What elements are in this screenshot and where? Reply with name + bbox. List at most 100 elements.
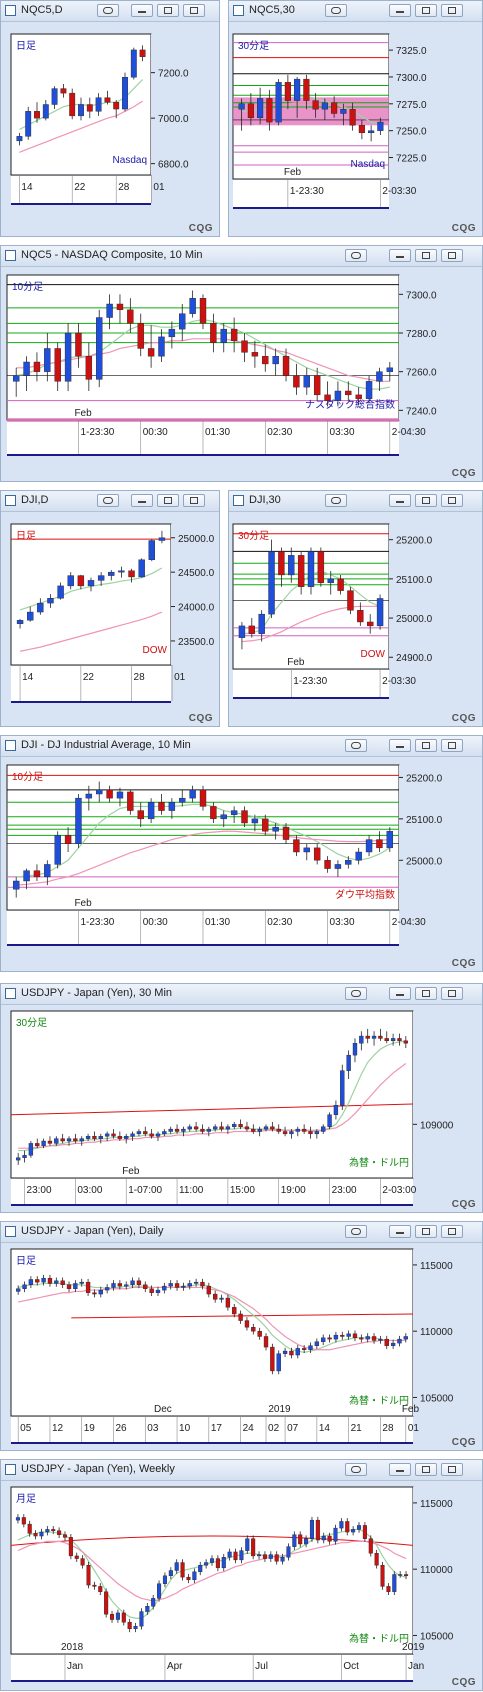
candle [113, 102, 120, 110]
candle [67, 575, 74, 587]
minimize-button[interactable] [131, 4, 153, 17]
candle [86, 1564, 91, 1586]
x-tick-label: 14 [21, 182, 33, 193]
chart-nqc5-daily[interactable]: 7200.0 7000.0 6800.0 14 22 28 01 日足 Nasdaq [1, 1, 221, 238]
candle [210, 323, 217, 343]
minimize-button[interactable] [131, 494, 153, 507]
link-button[interactable] [345, 987, 367, 1000]
candle [117, 1283, 123, 1287]
restore-button[interactable] [415, 249, 437, 262]
link-icon [351, 1228, 361, 1235]
title-bar[interactable]: USDJPY - Japan (Yen), Weekly [1, 1460, 482, 1481]
chart-dji-10[interactable]: 25200.0 25100.0 25000.0 1-23:30 00:30 01:30 02… [1, 736, 483, 973]
candle [66, 1284, 72, 1289]
minimize-button[interactable] [389, 1225, 411, 1238]
x-tick-label: 03:00 [77, 1185, 102, 1196]
chart-nqc5-10[interactable]: 7300.0 7280.0 7260.0 7240.0 1-23:30 00:30 01:3… [1, 246, 483, 483]
minimize-button[interactable] [389, 4, 411, 17]
x-tick-label: 11:00 [179, 1185, 204, 1196]
chart-usdjpy-daily[interactable]: 115000 110000 105000 05 12 19 26 03 10 17 24 02 07 14… [1, 1222, 483, 1452]
restore-button[interactable] [415, 4, 437, 17]
link-icon [331, 497, 341, 504]
close-button[interactable] [441, 1225, 463, 1238]
link-button[interactable] [325, 494, 347, 507]
candle [282, 355, 290, 376]
candle [312, 100, 319, 110]
candle [75, 332, 82, 357]
link-button[interactable] [345, 1463, 367, 1476]
minimize-icon [396, 256, 404, 258]
close-button[interactable] [183, 4, 205, 17]
x-tick-label: 1-23:30 [80, 917, 114, 928]
title-bar[interactable]: DJI,D [1, 491, 219, 512]
link-button[interactable] [97, 494, 119, 507]
candle [380, 1564, 385, 1587]
chart-dji-30[interactable]: 25200.0 25100.0 25000.0 24900.0 1-23:30 2-03:… [229, 491, 483, 728]
x-tick-label: 03:30 [330, 427, 355, 438]
candle [303, 375, 310, 388]
moving-average-line [19, 100, 143, 153]
title-bar[interactable]: USDJPY - Japan (Yen), 30 Min [1, 984, 482, 1005]
minimize-button[interactable] [389, 494, 411, 507]
restore-button[interactable] [415, 494, 437, 507]
chart-dji-daily[interactable]: 25000.0 24500.0 24000.0 23500.0 14 22 28 01 日足 DO… [1, 491, 221, 728]
candle [392, 1574, 397, 1592]
close-button[interactable] [441, 494, 463, 507]
title-bar[interactable]: NQC5,D [1, 1, 219, 22]
restore-button[interactable] [415, 739, 437, 752]
minimize-button[interactable] [389, 249, 411, 262]
close-button[interactable] [441, 987, 463, 1000]
close-button[interactable] [183, 494, 205, 507]
candle [77, 575, 85, 587]
chart-usdjpy-weekly[interactable]: 115000 110000 105000 Jan Apr Jul Oct Jan 2018 201… [1, 1460, 483, 1692]
link-button[interactable] [97, 4, 119, 17]
title-bar[interactable]: DJI,30 [229, 491, 482, 512]
candle [293, 375, 300, 388]
restore-button[interactable] [415, 1463, 437, 1476]
window-title: USDJPY - Japan (Yen), 30 Min [21, 987, 173, 999]
link-button[interactable] [325, 4, 347, 17]
candle [21, 1517, 26, 1525]
minimize-button[interactable] [389, 987, 411, 1000]
link-button[interactable] [345, 1225, 367, 1238]
title-bar[interactable]: NQC5,30 [229, 1, 482, 22]
candle [251, 1538, 256, 1557]
instrument-label: Nasdaq [113, 155, 147, 166]
minimize-button[interactable] [389, 1463, 411, 1476]
close-button[interactable] [441, 249, 463, 262]
candle [147, 802, 155, 820]
candle [204, 1562, 209, 1566]
restore-button[interactable] [157, 494, 179, 507]
minimize-button[interactable] [389, 739, 411, 752]
close-button[interactable] [441, 739, 463, 752]
moving-average-line [18, 1286, 406, 1351]
chart-usdjpy-30[interactable]: 109000 23:00 03:00 1-07:00 11:00 15:00 19:00 23… [1, 984, 483, 1214]
candle [111, 1283, 116, 1288]
candle [75, 797, 82, 844]
candle [136, 1131, 142, 1135]
x-tick-label: Apr [167, 1661, 183, 1672]
chart-nqc5-30[interactable]: 7325.0 7300.0 7275.0 7250.0 7225.0 1-23:30 2-0… [229, 1, 483, 238]
candle [108, 571, 115, 576]
y-tick-label: 25200.0 [406, 773, 443, 784]
candle [22, 1284, 27, 1289]
title-bar[interactable]: DJI - DJ Industrial Average, 10 Min [1, 736, 482, 757]
window-nqc5-daily: NQC5,D 7200.0 7000.0 6800.0 14 22 28 01 日足 Nasda… [0, 0, 220, 237]
x-tick-label: 10 [179, 1423, 191, 1434]
candle [257, 98, 264, 118]
restore-button[interactable] [415, 1225, 437, 1238]
x-tick-label: 05 [20, 1423, 32, 1434]
price-axis [399, 275, 482, 420]
link-button[interactable] [345, 249, 367, 262]
candle [128, 570, 135, 578]
restore-button[interactable] [415, 987, 437, 1000]
link-button[interactable] [345, 739, 367, 752]
restore-button[interactable] [157, 4, 179, 17]
x-tick-label: 02:30 [267, 917, 292, 928]
title-bar[interactable]: USDJPY - Japan (Yen), Daily [1, 1222, 482, 1243]
candle [238, 1124, 243, 1127]
candle [155, 1133, 161, 1137]
title-bar[interactable]: NQC5 - NASDAQ Composite, 10 Min [1, 246, 482, 267]
close-button[interactable] [441, 4, 463, 17]
close-button[interactable] [441, 1463, 463, 1476]
